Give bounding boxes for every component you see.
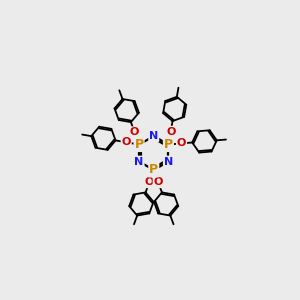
Text: O: O	[145, 177, 154, 187]
Text: P: P	[164, 138, 173, 151]
Text: O: O	[130, 127, 139, 137]
Text: O: O	[177, 138, 186, 148]
Text: O: O	[122, 137, 131, 147]
Text: P: P	[149, 164, 158, 176]
Text: N: N	[164, 157, 173, 166]
Text: N: N	[149, 131, 158, 141]
Text: O: O	[154, 177, 163, 187]
Text: P: P	[134, 138, 144, 151]
Text: N: N	[134, 157, 144, 166]
Text: O: O	[166, 127, 175, 137]
